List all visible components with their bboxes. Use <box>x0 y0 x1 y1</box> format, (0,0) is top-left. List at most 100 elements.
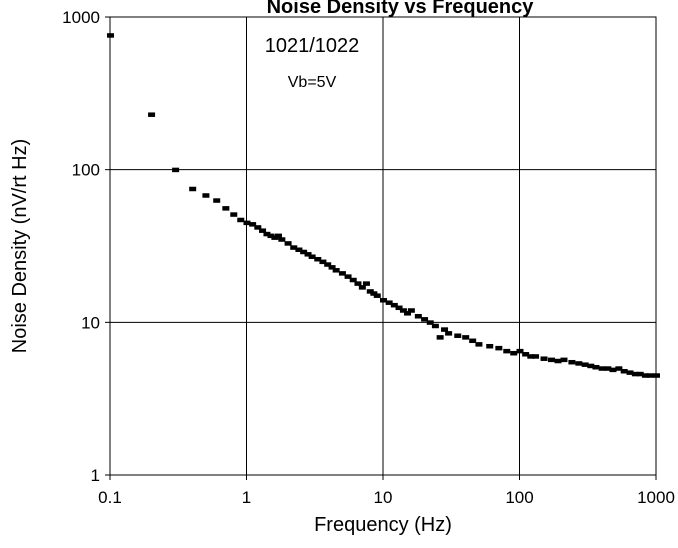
annotation-part-number: 1021/1022 <box>265 35 360 57</box>
data-point <box>475 342 483 347</box>
data-point <box>290 245 298 250</box>
data-point <box>510 350 518 356</box>
data-point <box>426 320 434 325</box>
data-point <box>554 358 562 364</box>
data-point <box>575 361 583 366</box>
gridlines <box>110 17 656 475</box>
data-point <box>626 370 634 375</box>
data-point <box>469 338 477 344</box>
y-tick-label: 10 <box>81 313 100 332</box>
data-point <box>267 233 275 239</box>
data-point <box>338 271 346 276</box>
data-point <box>380 298 387 303</box>
data-point <box>641 373 649 378</box>
data-point <box>249 222 257 227</box>
data-point <box>636 371 644 377</box>
data-point <box>431 323 439 329</box>
data-point <box>581 362 589 367</box>
data-point <box>445 331 453 336</box>
data-point <box>230 212 238 217</box>
data-point <box>631 371 639 377</box>
data-point <box>237 217 245 223</box>
y-axis-ticks: 1 10 100 1000 <box>62 8 110 485</box>
data-point <box>547 357 555 363</box>
data-point <box>462 335 470 340</box>
data-point <box>243 220 251 226</box>
data-point <box>274 233 282 239</box>
data-point <box>568 359 576 365</box>
data-point <box>271 235 279 240</box>
data-point <box>314 256 322 262</box>
data-point <box>354 281 362 286</box>
x-tick-label: 1 <box>242 488 251 507</box>
data-point <box>344 274 352 279</box>
x-tick-label: 1000 <box>637 488 675 507</box>
data-point <box>358 285 366 290</box>
data-point <box>213 198 221 203</box>
data-point <box>404 311 412 316</box>
data-point <box>366 289 374 294</box>
data-point <box>390 302 398 308</box>
x-tick-label: 100 <box>505 488 533 507</box>
data-point <box>332 268 340 273</box>
data-point <box>324 262 332 267</box>
data-point <box>304 252 312 257</box>
chart-title: Noise Density vs Frequency <box>267 0 535 18</box>
data-point <box>172 167 180 173</box>
data-point <box>202 193 210 198</box>
data-points <box>107 33 660 378</box>
data-point <box>540 356 548 361</box>
data-point <box>189 186 197 192</box>
data-point <box>615 366 623 371</box>
data-point <box>395 305 403 311</box>
data-point <box>254 225 262 230</box>
data-point <box>399 308 407 313</box>
data-point <box>436 335 444 340</box>
x-axis-ticks: 0.1 1 10 100 1000 <box>98 475 675 507</box>
x-axis-title: Frequency (Hz) <box>314 514 452 536</box>
data-point <box>560 357 568 363</box>
y-tick-label: 100 <box>72 161 100 180</box>
y-axis-title: Noise Density (nV/rt Hz) <box>9 139 31 354</box>
data-point <box>646 373 654 378</box>
data-point <box>503 348 511 354</box>
x-tick-label: 10 <box>374 488 393 507</box>
data-point <box>604 366 612 371</box>
data-point <box>308 254 316 259</box>
data-point <box>522 352 530 357</box>
data-point <box>609 367 617 373</box>
data-point <box>598 366 606 371</box>
data-point <box>107 33 114 38</box>
data-point <box>516 348 524 354</box>
y-tick-label: 1 <box>91 466 100 485</box>
data-point <box>407 308 415 313</box>
y-tick-label: 1000 <box>62 8 100 27</box>
annotation-bias-voltage: Vb=5V <box>288 74 337 91</box>
data-point <box>414 314 422 319</box>
data-point <box>222 206 230 211</box>
data-point <box>263 231 271 237</box>
data-point <box>592 364 600 370</box>
data-point <box>385 300 393 305</box>
data-point <box>278 237 286 242</box>
data-point <box>486 343 494 349</box>
data-point <box>284 241 292 246</box>
data-point <box>527 354 535 359</box>
data-point <box>421 317 429 322</box>
data-point <box>148 112 156 117</box>
data-point <box>259 228 267 233</box>
data-point <box>319 259 327 265</box>
data-point <box>454 333 462 338</box>
data-point <box>328 265 336 270</box>
data-point <box>495 345 503 351</box>
x-tick-label: 0.1 <box>98 488 122 507</box>
data-point <box>349 277 357 283</box>
data-point <box>373 293 381 298</box>
data-point <box>532 354 540 359</box>
data-point <box>441 327 449 332</box>
data-point <box>587 363 595 369</box>
data-point <box>653 373 660 378</box>
data-point <box>362 281 370 286</box>
data-point <box>295 247 303 252</box>
